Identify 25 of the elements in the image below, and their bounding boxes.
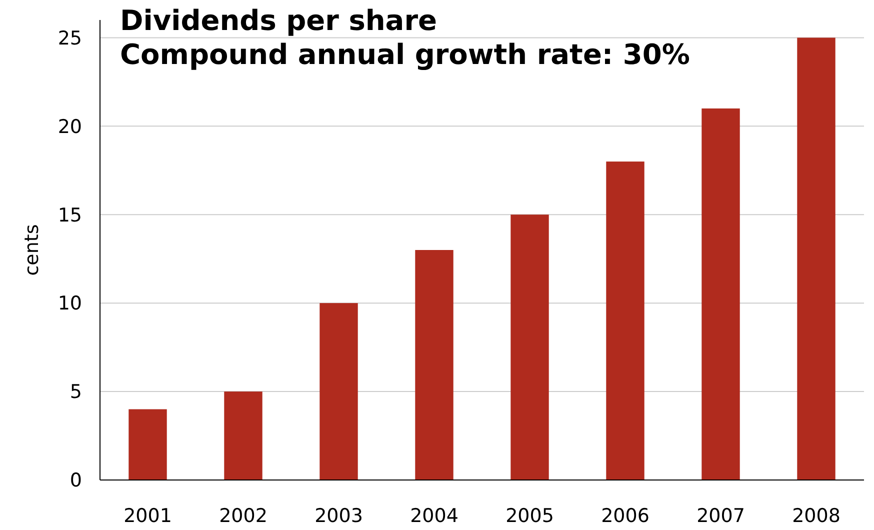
bar [320,303,358,480]
x-tick-label: 2006 [601,505,650,527]
y-tick-label: 5 [70,381,82,404]
bar [702,108,740,480]
text: Compound annual growth rate: 30% [120,38,690,71]
x-tick-label: 2002 [219,505,268,527]
y-tick-label: 15 [58,204,82,226]
bar [606,162,644,480]
bar [415,250,454,480]
bar [797,38,836,480]
bar [224,392,262,480]
x-tick-label: 2001 [124,505,172,527]
x-tick-label: 2005 [506,505,554,527]
x-tick-label: 2003 [314,505,363,527]
y-tick-label: 25 [58,27,82,50]
y-tick-label: 10 [58,292,82,315]
y-tick-label: 20 [58,116,82,138]
x-tick-label: 2007 [696,505,745,527]
y-axis-title: cents [21,224,43,276]
bar [128,409,167,480]
y-tick-label: 0 [70,470,82,492]
x-tick-label: 2004 [410,505,458,527]
bar [510,214,549,480]
x-tick-label: 2008 [792,505,840,527]
chart-title: Dividends per share [120,4,437,37]
